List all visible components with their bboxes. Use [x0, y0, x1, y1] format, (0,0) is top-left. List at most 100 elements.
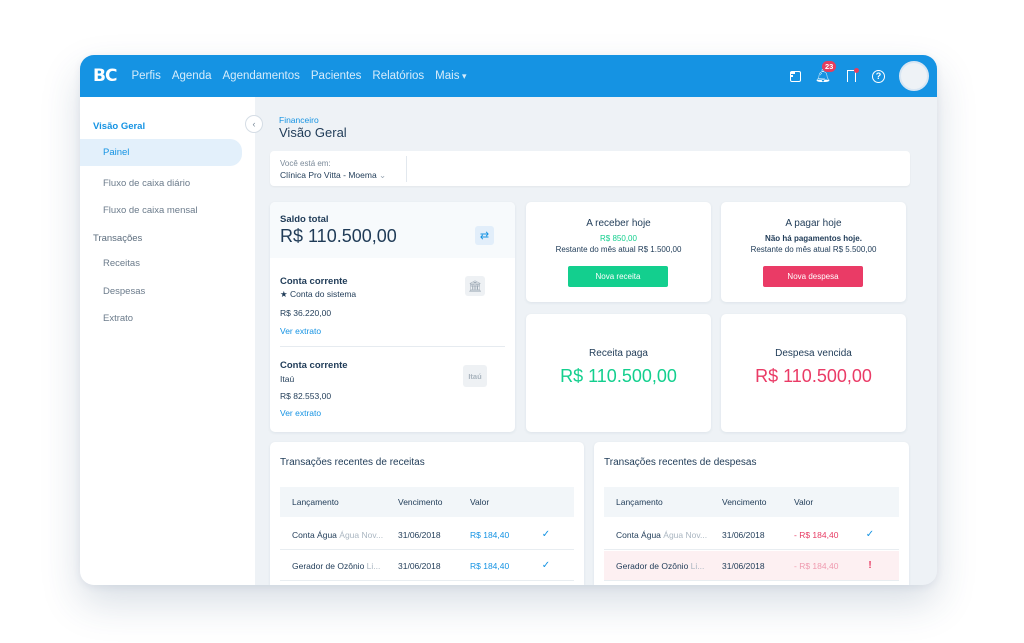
account-subtitle: ★ Conta do sistema: [280, 289, 357, 299]
page-title: Visão Geral: [279, 125, 347, 140]
row-detail: Li...: [366, 560, 381, 571]
sidebar-section-transacoes[interactable]: Transações: [93, 233, 143, 244]
topbar-actions: 🔔︎ 23 ?: [788, 55, 929, 97]
row-name-cell: Gerador de Ozônio Li...: [604, 561, 722, 571]
table-row[interactable]: Conta Água Água Nov... 31/06/2018 - R$ 1…: [604, 520, 899, 550]
row-due: 31/06/2018: [398, 529, 441, 540]
row-value: - R$ 184,40: [794, 560, 839, 571]
table-header: Lançamento Vencimento Valor: [280, 487, 574, 517]
a-pagar-hoje-card: A pagar hoje Não há pagamentos hoje. Res…: [721, 202, 906, 302]
row-detail: Li...: [690, 560, 705, 571]
row-name: Gerador de Ozônio: [616, 560, 689, 571]
itau-logo-icon: Itaú: [463, 365, 487, 387]
row-name-cell: Gerador de Ozônio Li...: [280, 561, 398, 571]
row-due: 31/06/2018: [398, 560, 441, 571]
app-logo[interactable]: BC: [93, 66, 117, 86]
warning-icon: !: [868, 560, 872, 571]
row-name: Conta Água: [616, 529, 661, 540]
column-header[interactable]: Valor: [470, 497, 490, 507]
nav-agenda[interactable]: Agenda: [171, 70, 212, 82]
nav-mais-dropdown[interactable]: Mais: [435, 70, 466, 82]
transfer-icon[interactable]: ⇄: [475, 226, 494, 245]
receita-paga-value: R$ 110.500,00: [560, 366, 677, 386]
account-name: Conta corrente: [280, 360, 348, 371]
despesa-vencida-card: Despesa vencida R$ 110.500,00: [721, 314, 906, 432]
receber-amount: R$ 850,00: [600, 234, 637, 243]
card-title: A pagar hoje: [785, 218, 842, 229]
sidebar-item-receitas[interactable]: Receitas: [103, 258, 140, 269]
account-balance: R$ 82.553,00: [280, 391, 332, 401]
row-value: R$ 184,40: [470, 529, 510, 540]
row-name-cell: Conta Água Água Nov...: [280, 530, 398, 540]
sidebar-item-despesas[interactable]: Despesas: [103, 286, 146, 297]
transacoes-receitas-card: Transações recentes de receitas Lançamen…: [270, 442, 584, 585]
row-detail: Água Nov...: [339, 529, 384, 540]
card-title: Transações recentes de receitas: [280, 457, 425, 468]
check-icon: ✓: [541, 560, 551, 571]
check-icon: ✓: [865, 529, 875, 540]
account-subtitle: Itaú: [280, 374, 295, 384]
card-title: A receber hoje: [586, 218, 651, 229]
top-navbar: BC Perfis Agenda Agendamentos Pacientes …: [80, 55, 937, 97]
column-header[interactable]: Vencimento: [398, 497, 443, 507]
receber-remaining: Restante do mês atual R$ 1.500,00: [555, 245, 682, 254]
clinic-label: Você está em:: [280, 159, 331, 168]
sidebar: Visão Geral Painel Fluxo de caixa diário…: [80, 97, 255, 585]
table-header: Lançamento Vencimento Valor: [604, 487, 899, 517]
clinic-dropdown[interactable]: Clínica Pro Vitta - Moema: [280, 170, 386, 181]
sidebar-item-painel[interactable]: Painel: [80, 139, 242, 166]
table-row[interactable]: Gerador de Ozônio Li... 31/06/2018 - R$ …: [604, 551, 899, 581]
sidebar-item-fluxo-mensal[interactable]: Fluxo de caixa mensal: [103, 205, 198, 216]
calendar-icon[interactable]: [788, 69, 802, 83]
nova-despesa-button[interactable]: Nova despesa: [763, 266, 863, 287]
saldo-total-card: Saldo total R$ 110.500,00 ⇄ Conta corren…: [270, 202, 515, 432]
table-row[interactable]: Conta Água Água Nov... 31/06/2018 R$ 184…: [280, 520, 574, 550]
nav-perfis[interactable]: Perfis: [131, 70, 161, 82]
ver-extrato-link[interactable]: Ver extrato: [280, 326, 322, 336]
pagar-message: Não há pagamentos hoje.: [765, 234, 862, 243]
main-nav: Perfis Agenda Agendamentos Pacientes Rel…: [131, 70, 477, 82]
nav-relatorios[interactable]: Relatórios: [372, 70, 425, 82]
row-due: 31/06/2018: [722, 529, 765, 540]
row-due: 31/06/2018: [722, 560, 765, 571]
a-receber-hoje-card: A receber hoje R$ 850,00 Restante do mês…: [526, 202, 711, 302]
sidebar-item-extrato[interactable]: Extrato: [103, 313, 134, 324]
nova-receita-button[interactable]: Nova receita: [568, 266, 668, 287]
row-value: - R$ 184,40: [794, 529, 839, 540]
sidebar-collapse-button[interactable]: ‹: [245, 115, 263, 133]
divider: [280, 346, 505, 347]
saldo-value: R$ 110.500,00: [280, 226, 397, 246]
column-header[interactable]: Lançamento: [292, 497, 339, 507]
divider: [406, 156, 407, 182]
row-name: Gerador de Ozônio: [292, 560, 365, 571]
nav-pacientes[interactable]: Pacientes: [310, 70, 362, 82]
user-avatar[interactable]: [899, 61, 929, 91]
card-title: Transações recentes de despesas: [604, 457, 757, 468]
notification-badge: 23: [822, 61, 837, 72]
breadcrumb[interactable]: Financeiro: [279, 115, 319, 125]
card-title: Receita paga: [589, 348, 648, 359]
check-icon: ✓: [541, 529, 551, 540]
bank-icon: 🏛: [465, 276, 485, 296]
account-name: Conta corrente: [280, 276, 348, 287]
bookmark-icon[interactable]: [844, 68, 859, 83]
bell-icon[interactable]: 🔔︎ 23: [815, 61, 837, 83]
row-name-cell: Conta Água Água Nov...: [604, 530, 722, 540]
help-icon[interactable]: ?: [872, 69, 885, 83]
row-name: Conta Água: [292, 529, 337, 540]
ver-extrato-link[interactable]: Ver extrato: [280, 408, 322, 418]
column-header[interactable]: Lançamento: [616, 497, 663, 507]
sidebar-section-visao-geral[interactable]: Visão Geral: [93, 121, 146, 132]
receita-paga-card: Receita paga R$ 110.500,00: [526, 314, 711, 432]
saldo-header: Saldo total R$ 110.500,00 ⇄: [270, 202, 515, 258]
app-window: BC Perfis Agenda Agendamentos Pacientes …: [80, 55, 937, 585]
despesa-vencida-value: R$ 110.500,00: [755, 366, 872, 386]
sidebar-item-fluxo-diario[interactable]: Fluxo de caixa diário: [103, 178, 191, 189]
column-header[interactable]: Valor: [794, 497, 814, 507]
nav-agendamentos[interactable]: Agendamentos: [222, 70, 300, 82]
row-value: R$ 184,40: [470, 560, 510, 571]
saldo-label: Saldo total: [280, 214, 329, 225]
table-row[interactable]: Gerador de Ozônio Li... 31/06/2018 R$ 18…: [280, 551, 574, 581]
account-balance: R$ 36.220,00: [280, 308, 332, 318]
column-header[interactable]: Vencimento: [722, 497, 767, 507]
